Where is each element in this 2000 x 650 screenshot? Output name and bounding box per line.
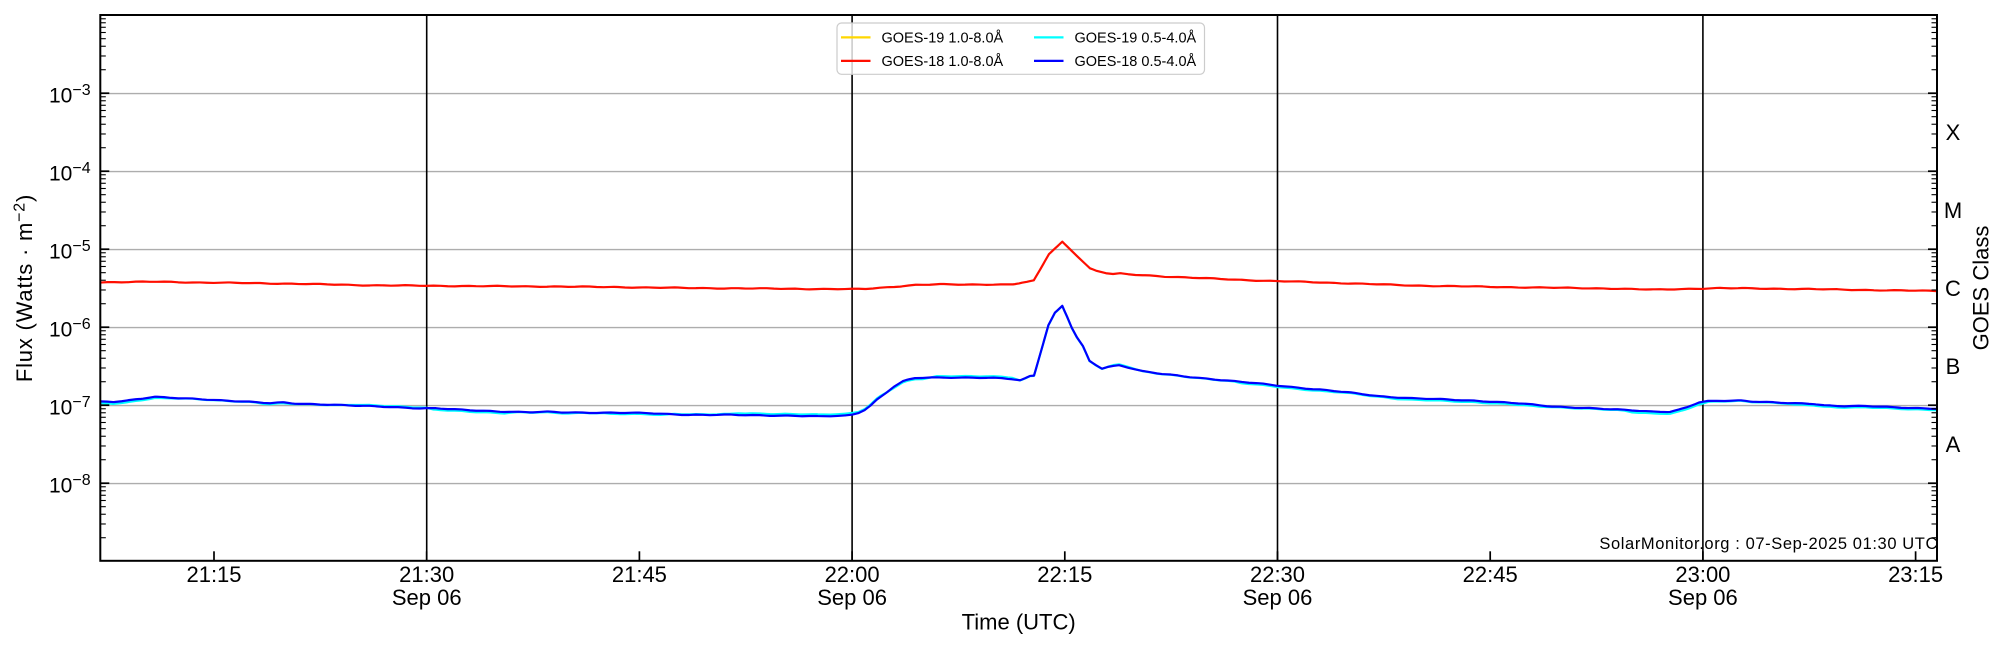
- svg-text:10−6: 10−6: [49, 316, 91, 342]
- svg-text:Sep 06: Sep 06: [1243, 585, 1313, 610]
- svg-text:10−3: 10−3: [49, 82, 91, 108]
- svg-text:22:30: 22:30: [1250, 562, 1305, 587]
- svg-text:21:45: 21:45: [612, 562, 667, 587]
- svg-text:21:30: 21:30: [399, 562, 454, 587]
- svg-text:21:15: 21:15: [186, 562, 241, 587]
- svg-text:M: M: [1944, 198, 1962, 223]
- svg-text:Sep 06: Sep 06: [1668, 585, 1738, 610]
- svg-text:Sep 06: Sep 06: [817, 585, 887, 610]
- svg-text:10−4: 10−4: [49, 160, 91, 186]
- svg-text:GOES-18 0.5-4.0Å: GOES-18 0.5-4.0Å: [1075, 53, 1197, 70]
- svg-text:Sep 06: Sep 06: [392, 585, 462, 610]
- svg-text:22:00: 22:00: [825, 562, 880, 587]
- svg-text:Time (UTC): Time (UTC): [962, 610, 1076, 635]
- svg-text:23:15: 23:15: [1888, 562, 1943, 587]
- svg-text:C: C: [1945, 276, 1961, 301]
- svg-text:X: X: [1946, 120, 1961, 145]
- svg-text:Flux (Watts · m−2): Flux (Watts · m−2): [11, 194, 37, 382]
- svg-text:22:45: 22:45: [1463, 562, 1518, 587]
- svg-text:GOES-19 1.0-8.0Å: GOES-19 1.0-8.0Å: [882, 29, 1004, 46]
- svg-text:GOES-18 1.0-8.0Å: GOES-18 1.0-8.0Å: [882, 53, 1004, 70]
- svg-text:23:00: 23:00: [1675, 562, 1730, 587]
- svg-text:GOES-19 0.5-4.0Å: GOES-19 0.5-4.0Å: [1075, 29, 1197, 46]
- svg-text:B: B: [1946, 354, 1961, 379]
- svg-text:SolarMonitor.org : 07-Sep-2025: SolarMonitor.org : 07-Sep-2025 01:30 UTC: [1599, 535, 1938, 553]
- svg-text:22:15: 22:15: [1037, 562, 1092, 587]
- svg-text:GOES Class: GOES Class: [1969, 226, 1994, 351]
- svg-text:A: A: [1946, 432, 1961, 457]
